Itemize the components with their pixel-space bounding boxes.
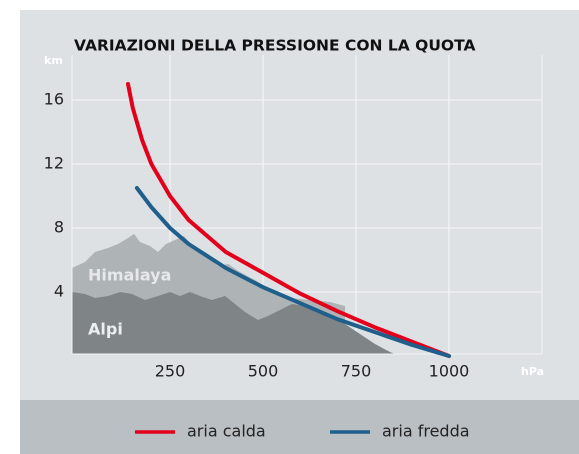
y-tick-label: 12 xyxy=(44,154,64,173)
legend: aria calda aria fredda xyxy=(135,422,470,441)
y-tick-label: 16 xyxy=(44,90,64,109)
annotation: Alpi xyxy=(88,320,123,339)
y-tick-label: 8 xyxy=(54,218,64,237)
alpi-silhouette xyxy=(72,292,395,354)
legend-label: aria calda xyxy=(187,422,266,441)
x-tick-label: 500 xyxy=(248,362,279,381)
legend-label: aria fredda xyxy=(382,422,470,441)
legend-band xyxy=(20,400,579,454)
series-line xyxy=(134,186,451,358)
chart-title: VARIAZIONI DELLA PRESSIONE CON LA QUOTA xyxy=(74,37,475,55)
x-tick-label: 1000 xyxy=(429,362,470,381)
series-line xyxy=(126,82,451,358)
x-tick-label: 750 xyxy=(341,362,372,381)
x-tick-label: 250 xyxy=(155,362,186,381)
x-axis-label: hPa xyxy=(521,365,544,378)
annotation: Himalaya xyxy=(88,266,171,285)
lines xyxy=(126,82,451,358)
y-axis-label: km xyxy=(44,54,63,67)
y-tick-label: 4 xyxy=(54,282,64,301)
